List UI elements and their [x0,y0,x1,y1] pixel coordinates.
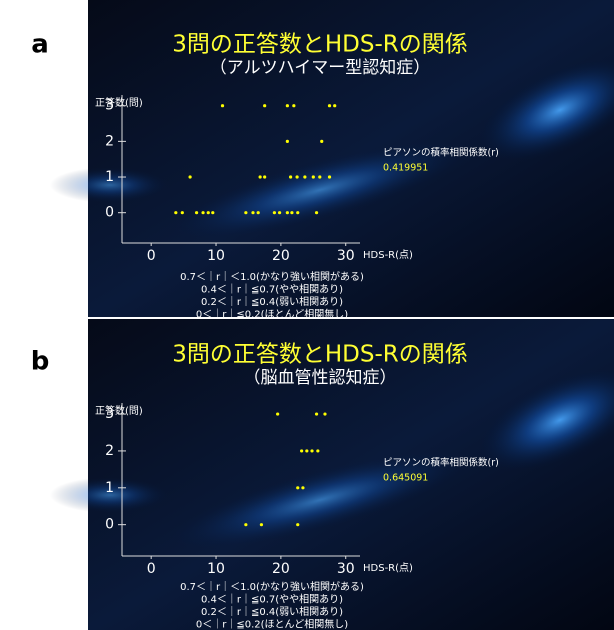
point [244,211,247,214]
annotation: ピアソンの積率相関係数(r) [383,457,499,469]
note: 0＜｜r｜≦0.2(ほとんど相関無し) [196,308,348,321]
x-tick-label: 0 [147,561,156,577]
r-value: 0.645091 [383,473,428,484]
note: 0.2＜｜r｜≦0.4(弱い相関あり) [201,605,343,618]
x-tick-label: 30 [337,561,355,577]
point [181,211,184,214]
note: 0＜｜r｜≦0.2(ほとんど相関無し) [196,618,348,630]
point [263,175,266,178]
note: 0.2＜｜r｜≦0.4(弱い相関あり) [201,295,343,308]
y-axis-label: 正答数(問) [95,96,143,109]
point [244,523,247,526]
point [278,211,281,214]
point [289,175,292,178]
point [296,486,299,489]
point [296,523,299,526]
point [259,175,262,178]
x-tick-label: 10 [207,248,225,264]
y-tick-label: 0 [105,517,114,533]
chart-subtitle: （アルツハイマー型認知症） [210,58,431,78]
y-tick-label: 3 [105,406,114,422]
point [301,486,304,489]
figure: a b 3問の正答数とHDS-Rの関係（アルツハイマー型認知症）正答数(問)HD… [0,0,614,630]
point [305,449,308,452]
x-axis-label: HDS-R(点) [363,562,413,574]
point [286,140,289,143]
point [286,104,289,107]
panel-label: b [31,347,50,377]
point [174,211,177,214]
y-tick-label: 2 [105,443,114,459]
panel-label: a [31,30,49,60]
point [207,211,210,214]
point [333,104,336,107]
point [263,104,266,107]
x-tick-label: 10 [207,561,225,577]
point [251,211,254,214]
point [310,449,313,452]
y-tick-label: 0 [105,205,114,221]
point [188,175,191,178]
point [273,211,276,214]
point [290,211,293,214]
x-tick-label: 20 [272,561,290,577]
point [276,412,279,415]
point [257,211,260,214]
point [328,104,331,107]
note: 0.4＜｜r｜≦0.7(やや相関あり) [201,283,343,296]
point [296,211,299,214]
point [195,211,198,214]
point [211,211,214,214]
y-tick-label: 3 [105,98,114,114]
x-axis-label: HDS-R(点) [363,249,413,261]
point [316,449,319,452]
r-value: 0.419951 [383,163,428,174]
point [312,175,315,178]
point [295,175,298,178]
point [303,175,306,178]
x-tick-label: 0 [147,248,156,264]
chart-title: 3問の正答数とHDS-Rの関係 [172,342,468,368]
chart-title: 3問の正答数とHDS-Rの関係 [172,32,468,58]
point [318,175,321,178]
x-tick-label: 20 [272,248,290,264]
point [328,175,331,178]
y-tick-label: 1 [105,480,114,496]
point [260,523,263,526]
point [323,412,326,415]
point [315,211,318,214]
chart-subtitle: （脳血管性認知症） [244,368,397,388]
x-tick-label: 30 [337,248,355,264]
point [292,104,295,107]
annotation: ピアソンの積率相関係数(r) [383,147,499,159]
y-tick-label: 2 [105,133,114,149]
note: 0.7＜｜r｜＜1.0(かなり強い相関がある) [180,270,364,283]
point [286,211,289,214]
note: 0.7＜｜r｜＜1.0(かなり強い相関がある) [180,580,364,593]
y-tick-label: 1 [105,169,114,185]
point [201,211,204,214]
point [300,449,303,452]
point [315,412,318,415]
y-axis-label: 正答数(問) [95,404,143,417]
note: 0.4＜｜r｜≦0.7(やや相関あり) [201,593,343,606]
point [320,140,323,143]
point [221,104,224,107]
